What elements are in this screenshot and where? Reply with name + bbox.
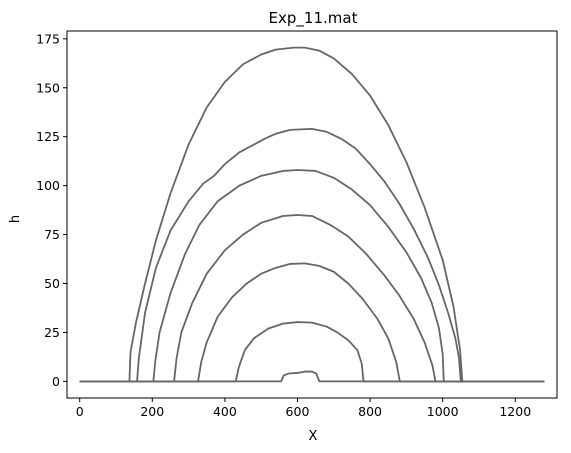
series-line-6 [79, 127, 545, 383]
x-axis: 0 200 400 600 800 1000 1200 [76, 398, 531, 419]
x-tick-label: 200 [140, 404, 164, 419]
x-tick-label: 600 [286, 404, 310, 419]
series-line-7 [79, 46, 545, 383]
series-line-2 [79, 321, 545, 383]
y-tick-label: 50 [44, 276, 60, 291]
series-line-1 [79, 370, 545, 383]
plot-frame [66, 30, 558, 399]
y-axis-label: h [8, 215, 23, 223]
y-tick-label: 100 [36, 178, 60, 193]
plot-lines [79, 46, 545, 383]
x-tick-label: 1000 [427, 404, 459, 419]
x-tick-label: 400 [213, 404, 237, 419]
y-tick-label: 25 [44, 325, 60, 340]
x-tick-label: 0 [76, 404, 84, 419]
y-tick-label: 75 [44, 227, 60, 242]
chart-title: Exp_11.mat [269, 9, 358, 28]
x-tick-label: 800 [358, 404, 382, 419]
y-axis: 0 25 50 75 100 125 150 175 [36, 31, 67, 389]
y-tick-label: 125 [36, 129, 60, 144]
y-tick-label: 175 [36, 31, 60, 46]
series-line-4 [79, 214, 545, 383]
y-tick-label: 150 [36, 80, 60, 95]
series-line-3 [79, 262, 545, 383]
x-axis-label: X [309, 429, 318, 444]
y-tick-label: 0 [52, 374, 60, 389]
x-tick-label: 1200 [499, 404, 531, 419]
series-line-5 [79, 169, 545, 383]
